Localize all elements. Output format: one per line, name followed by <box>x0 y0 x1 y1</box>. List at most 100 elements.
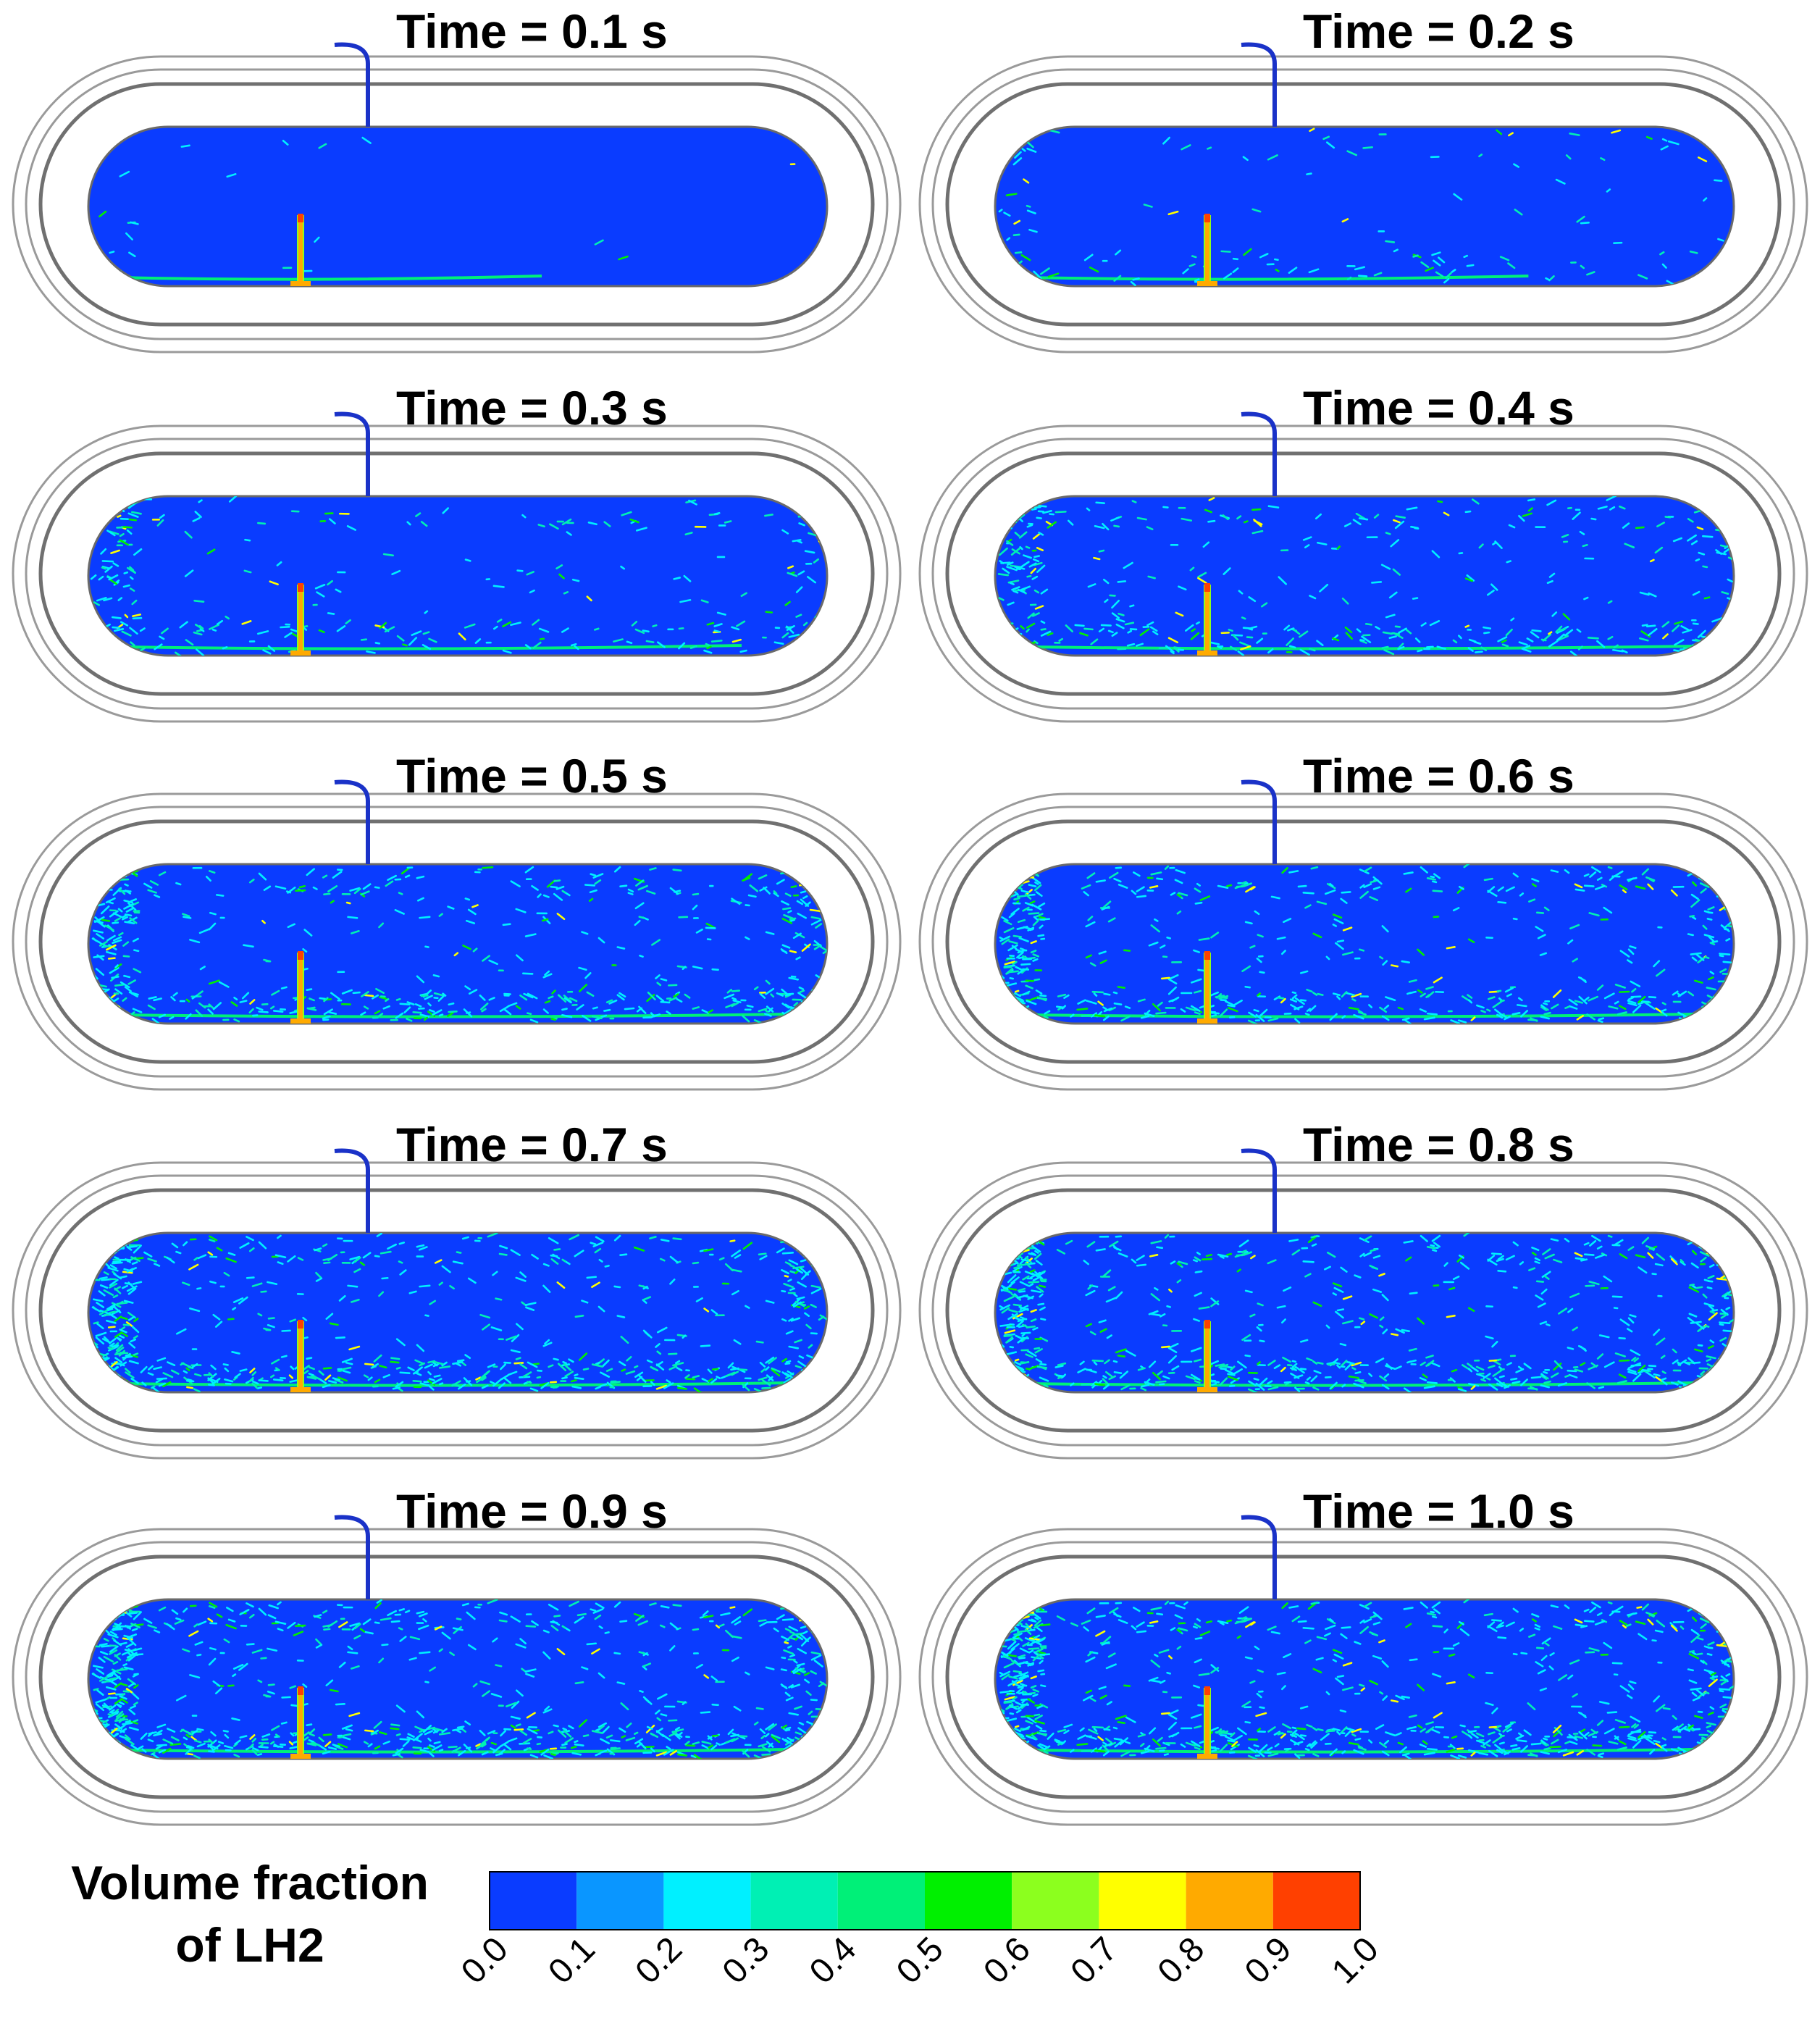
vapor-particle <box>703 1615 714 1619</box>
vapor-particle <box>199 627 205 632</box>
vapor-particle <box>162 1381 172 1388</box>
vapor-particle <box>1475 1732 1485 1738</box>
vapor-particle <box>123 1300 134 1304</box>
vapor-particle <box>765 987 775 995</box>
vapor-particle <box>1329 882 1334 887</box>
vapor-particle <box>208 1384 215 1386</box>
vapor-particle <box>113 628 125 632</box>
vapor-particle <box>1528 898 1536 903</box>
vapor-particle <box>998 597 1005 601</box>
vapor-particle <box>1267 1360 1276 1366</box>
vapor-particle <box>216 1247 223 1252</box>
vapor-particle <box>464 623 476 629</box>
vapor-particle <box>209 1378 219 1384</box>
vapor-particle <box>448 1010 458 1013</box>
vapor-particle <box>1408 979 1417 983</box>
vapor-particle <box>120 1326 126 1331</box>
vapor-particle <box>1709 1339 1715 1344</box>
vapor-particle <box>196 1742 206 1748</box>
vapor-particle <box>655 974 661 979</box>
vapor-distribution <box>90 496 827 656</box>
vapor-particle <box>1637 274 1648 280</box>
vapor-particle <box>1714 179 1723 182</box>
vapor-particle <box>1291 1249 1301 1256</box>
vapor-particle <box>1123 949 1131 952</box>
vapor-particle <box>1090 638 1099 645</box>
vapor-particle <box>1343 522 1351 527</box>
vapor-particle <box>379 1731 387 1736</box>
vapor-particle <box>781 1357 788 1363</box>
vapor-particle <box>268 1604 279 1610</box>
vapor-particle <box>208 1372 214 1378</box>
vapor-particle <box>553 1615 561 1618</box>
vapor-particle <box>274 1367 280 1371</box>
vapor-particle <box>438 1013 444 1017</box>
vapor-particle <box>495 1297 503 1301</box>
vapor-particle <box>1149 1254 1159 1258</box>
vapor-particle <box>1412 597 1419 600</box>
outer-jacket-ring <box>12 55 902 353</box>
vapor-particle <box>742 1015 750 1023</box>
vapor-particle <box>481 1008 487 1013</box>
vapor-particle <box>1594 1253 1606 1259</box>
vapor-particle <box>605 1368 613 1372</box>
vapor-particle <box>1288 870 1299 874</box>
vapor-particle <box>711 968 719 971</box>
vapor-particle <box>1603 1361 1615 1368</box>
vent-pipe <box>334 779 370 864</box>
vapor-particle <box>193 1257 198 1261</box>
vapor-particle <box>1148 1310 1159 1315</box>
vapor-particle <box>362 1252 372 1259</box>
vapor-particle <box>374 1255 380 1258</box>
vapor-particle <box>1085 954 1093 959</box>
vapor-particle <box>1645 1737 1656 1745</box>
vapor-particle <box>1478 154 1483 158</box>
vapor-particle <box>1432 1249 1438 1252</box>
vapor-particle <box>725 1003 736 1008</box>
vapor-particle <box>231 1717 240 1721</box>
vapor-particle <box>1381 1294 1389 1302</box>
vapor-particle <box>1696 526 1704 530</box>
vapor-particle <box>1404 1754 1412 1759</box>
vapor-particle <box>195 1009 204 1017</box>
vapor-particle <box>121 916 128 921</box>
vapor-particle <box>103 597 113 602</box>
vapor-particle <box>561 1625 566 1629</box>
vapor-particle <box>527 1728 538 1735</box>
vapor-particle <box>403 1006 411 1014</box>
vapor-particle <box>1015 966 1024 971</box>
vapor-particle <box>1253 1744 1259 1748</box>
vapor-particle <box>747 894 757 898</box>
vapor-particle <box>1025 545 1031 549</box>
vapor-particle <box>1152 1371 1162 1381</box>
vapor-particle <box>1002 567 1010 574</box>
vapor-particle <box>1567 1307 1574 1313</box>
vapor-particle <box>193 631 203 636</box>
vapor-particle <box>119 170 130 177</box>
vapor-particle <box>1370 1248 1377 1252</box>
vapor-particle <box>194 511 202 519</box>
vapor-particle <box>1117 580 1127 583</box>
vapor-particle <box>1281 866 1288 874</box>
vapor-particle <box>1492 1000 1503 1008</box>
vapor-particle <box>449 1284 455 1290</box>
vapor-particle <box>689 645 697 649</box>
vapor-particle <box>193 1623 198 1628</box>
heat-source-stem-core <box>1205 217 1209 282</box>
vapor-particle <box>1249 945 1256 949</box>
vapor-particle <box>605 1734 613 1738</box>
vapor-particle <box>1019 1361 1030 1365</box>
vapor-particle <box>524 644 532 650</box>
vapor-particle <box>1691 1284 1697 1289</box>
vapor-particle <box>224 1367 230 1373</box>
vapor-particle <box>1550 1238 1559 1242</box>
vapor-particle <box>1130 280 1136 286</box>
vapor-particle <box>1677 1011 1687 1018</box>
vapor-particle <box>498 1619 508 1623</box>
vapor-particle <box>793 1002 799 1007</box>
vapor-particle <box>1506 1362 1512 1366</box>
vapor-particle <box>1561 534 1569 538</box>
vapor-particle <box>258 1241 267 1250</box>
vapor-particle <box>248 1247 255 1252</box>
